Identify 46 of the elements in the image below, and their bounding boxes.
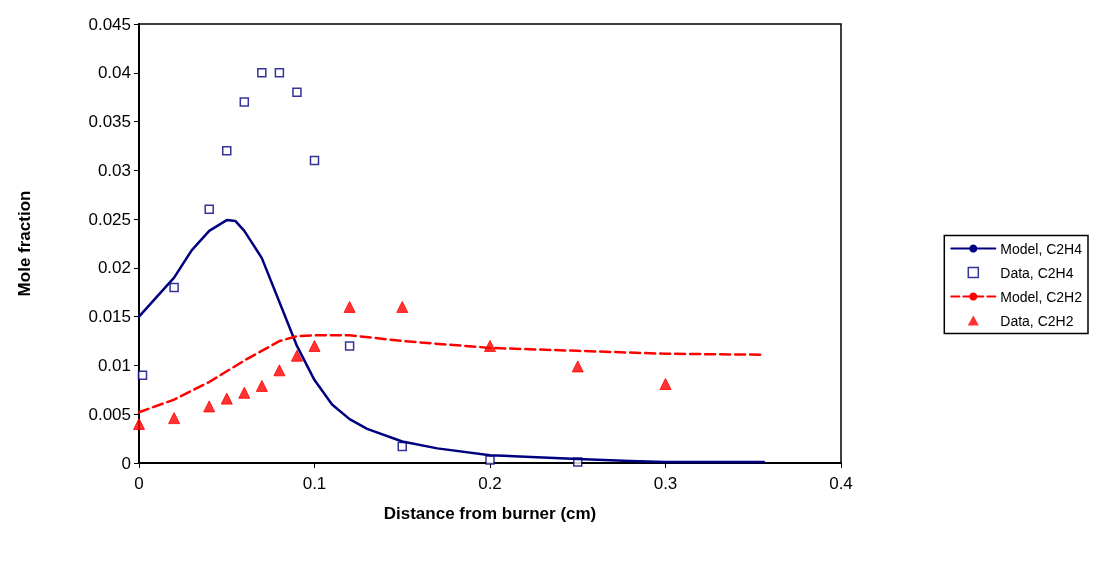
x-axis-title: Distance from burner (cm) xyxy=(383,504,597,523)
y-tick-label: 0.005 xyxy=(88,404,131,424)
point xyxy=(239,97,250,107)
point xyxy=(571,360,584,373)
x-tick-label: 0.1 xyxy=(302,474,327,493)
point xyxy=(484,339,496,352)
point xyxy=(344,341,355,351)
x-tick-label: 0.2 xyxy=(478,474,502,493)
point xyxy=(222,146,232,156)
legend-label: Model, C2H2 xyxy=(1000,288,1083,305)
legend-label: Model, C2H4 xyxy=(1000,240,1083,257)
point xyxy=(292,87,302,98)
point xyxy=(220,392,233,405)
x-tick-label: 0.4 xyxy=(829,474,853,493)
y-axis-title: Mole fraction xyxy=(15,190,34,297)
point xyxy=(204,204,214,215)
legend-label: Data, C2H4 xyxy=(1000,264,1074,281)
y-tick-label: 0.025 xyxy=(88,209,131,229)
y-tick-label: 0.035 xyxy=(88,112,131,132)
x-tick-label: 0.3 xyxy=(653,474,678,493)
point xyxy=(238,386,251,399)
point xyxy=(137,370,148,380)
y-tick-label: 0.03 xyxy=(97,160,131,180)
point xyxy=(169,282,179,293)
legend-label: Data, C2H2 xyxy=(1000,312,1074,329)
point xyxy=(343,300,356,313)
point xyxy=(274,68,285,78)
x-tick-label: 0 xyxy=(134,474,144,493)
point xyxy=(309,155,320,166)
point xyxy=(659,377,672,390)
point xyxy=(168,412,181,425)
y-tick-label: 0.01 xyxy=(97,355,131,375)
point xyxy=(257,68,267,78)
point xyxy=(396,300,409,313)
y-tick-label: 0.04 xyxy=(97,63,131,83)
y-tick-label: 0.02 xyxy=(97,258,131,278)
point xyxy=(203,400,216,413)
y-tick-label: 0 xyxy=(121,453,131,473)
point xyxy=(133,417,145,430)
point xyxy=(308,339,321,352)
point xyxy=(485,455,495,465)
point xyxy=(255,379,268,392)
point xyxy=(273,364,286,377)
y-tick-label: 0.015 xyxy=(88,307,131,327)
point xyxy=(290,349,303,362)
y-tick-label: 0.045 xyxy=(88,14,131,34)
